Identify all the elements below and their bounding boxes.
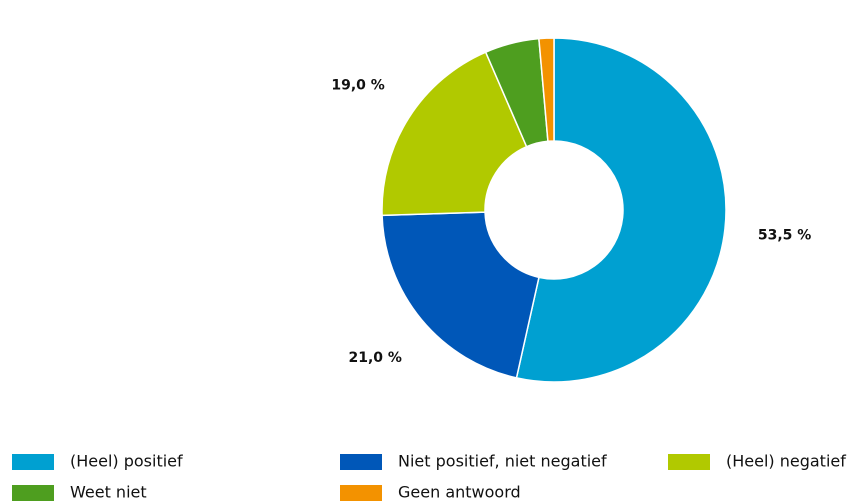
donut-slice	[538, 37, 555, 143]
donut-slice	[515, 37, 727, 383]
legend-label: Niet positief, niet negatief	[398, 452, 607, 471]
legend-swatch	[12, 485, 54, 501]
data-label: 19,0 %	[331, 78, 384, 94]
data-label: 53,5 %	[758, 227, 811, 243]
legend-swatch	[12, 454, 54, 470]
legend-swatch	[340, 485, 382, 501]
donut-slice	[381, 51, 528, 217]
legend-swatch	[340, 454, 382, 470]
data-label: 21,0 %	[349, 350, 402, 366]
donut-slice	[381, 211, 540, 379]
legend-swatch	[668, 454, 710, 470]
legend-label: (Heel) negatief	[726, 452, 846, 471]
legend-label: Weet niet	[70, 483, 147, 502]
legend-label: Geen antwoord	[398, 483, 521, 502]
legend-label: (Heel) positief	[70, 452, 183, 471]
